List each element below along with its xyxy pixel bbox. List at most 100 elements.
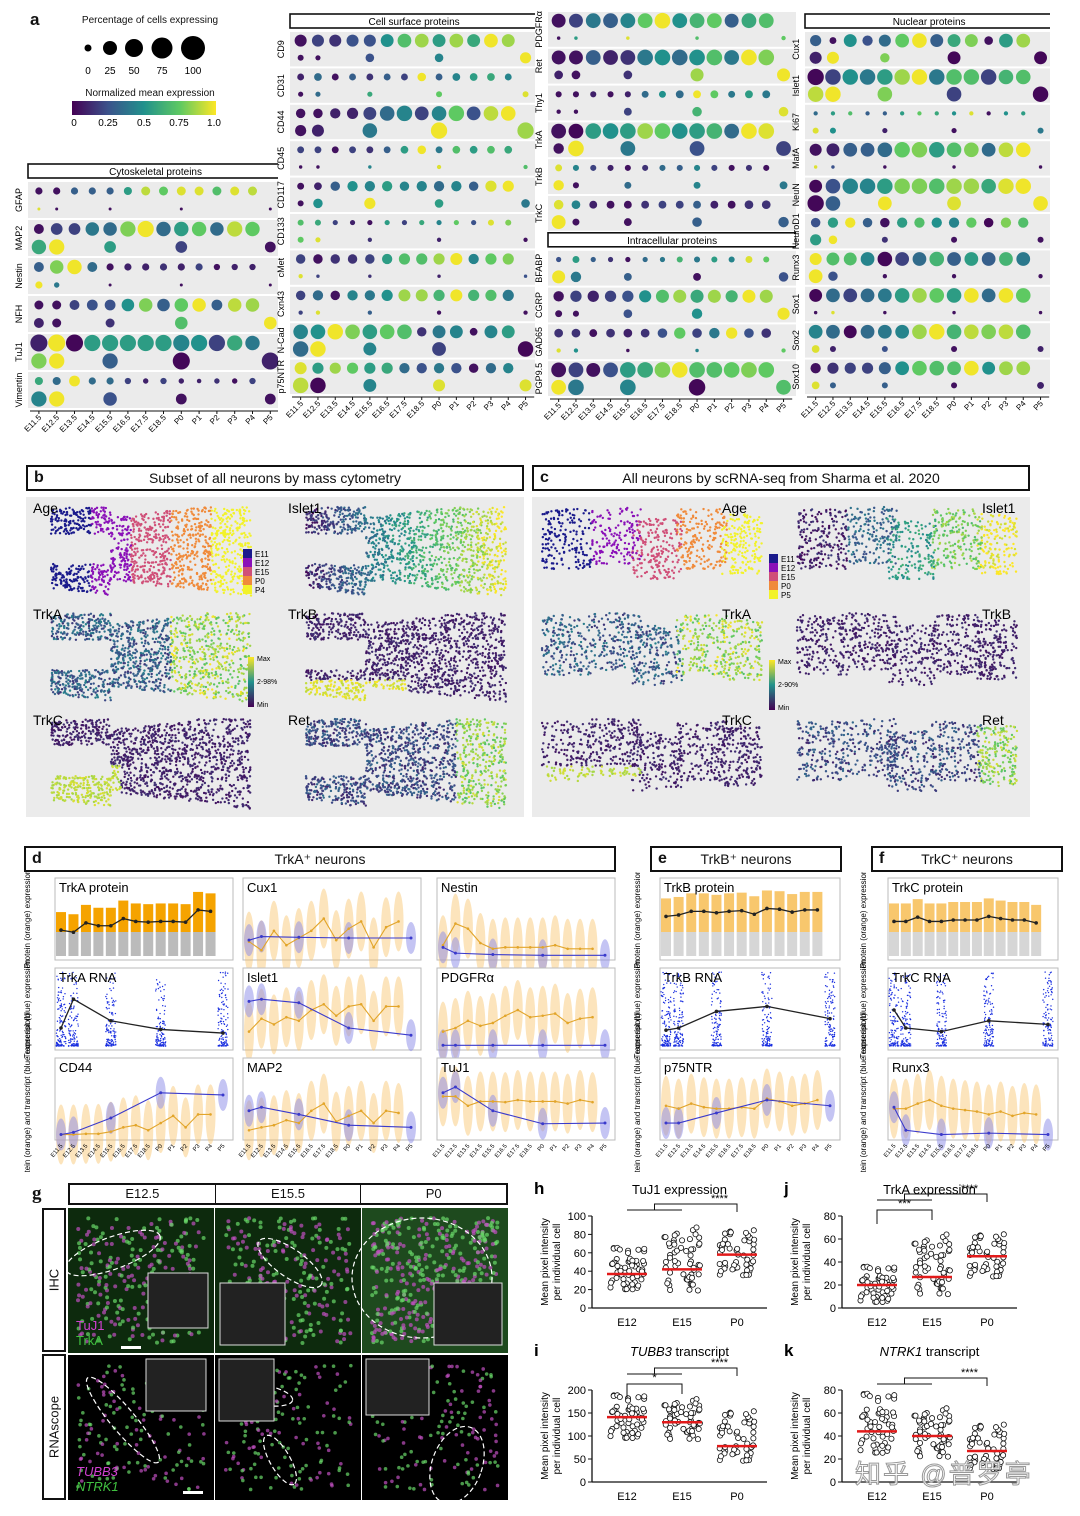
cell-point <box>235 628 238 632</box>
cell-point <box>377 548 381 551</box>
dot-protein <box>620 50 636 65</box>
cell-point <box>406 574 410 578</box>
cell-point <box>55 624 59 627</box>
dot-rna <box>368 274 372 278</box>
cell-point <box>200 658 203 661</box>
dot-protein <box>383 73 391 81</box>
cell-point <box>77 615 81 618</box>
cell-point <box>96 520 100 523</box>
cell-point <box>223 550 226 554</box>
cell-point <box>227 669 230 672</box>
cell-point <box>477 541 480 545</box>
cell-point <box>421 566 424 569</box>
cell-point <box>486 522 490 525</box>
cell-point <box>214 536 217 540</box>
cell-point <box>317 517 320 520</box>
cell-point <box>479 531 483 535</box>
cell-point <box>497 575 500 578</box>
cell-point <box>340 584 344 587</box>
marker-row-bg <box>805 104 1050 140</box>
cell-point <box>424 535 427 539</box>
cell-point <box>213 633 216 636</box>
cell-point <box>89 682 93 686</box>
dot-protein <box>86 299 98 311</box>
cell-point <box>350 529 354 532</box>
dot-protein <box>860 142 875 157</box>
cell-point <box>173 576 177 579</box>
cell-point <box>214 554 217 557</box>
cell-point <box>178 569 182 572</box>
cell-point <box>214 670 218 674</box>
cell-point <box>504 580 507 583</box>
cell-point <box>64 684 68 687</box>
cell-point <box>190 568 193 571</box>
cell-point <box>461 543 464 547</box>
dot-protein <box>689 13 705 29</box>
dot-protein <box>211 299 223 311</box>
cell-point <box>95 506 99 509</box>
dot-protein <box>607 91 614 98</box>
cell-point <box>166 549 169 552</box>
dot-protein <box>312 290 324 301</box>
cell-point <box>206 681 210 684</box>
x-tick-label: E13.5 <box>577 401 599 423</box>
cell-point <box>454 582 457 586</box>
dot-protein <box>396 105 413 122</box>
cell-point <box>230 524 233 527</box>
cell-point <box>164 658 167 661</box>
cell-point <box>158 552 162 556</box>
dot-rna <box>172 352 190 370</box>
dot-protein <box>231 263 238 271</box>
marker-row-bg <box>28 182 278 218</box>
cell-point <box>207 635 210 639</box>
cell-point <box>145 676 149 680</box>
cell-point <box>442 545 445 549</box>
cell-point <box>217 574 220 577</box>
cell-point <box>78 510 81 514</box>
cell-point <box>229 561 232 564</box>
cell-point <box>411 555 414 558</box>
cell-point <box>376 532 379 536</box>
cell-point <box>90 517 93 520</box>
cell-point <box>167 656 170 659</box>
cell-point <box>148 680 151 683</box>
dot-protein <box>946 288 962 303</box>
cell-point <box>172 618 176 621</box>
cell-point <box>144 580 148 583</box>
cell-point <box>226 515 230 519</box>
marker-row-bg <box>548 48 796 84</box>
cell-point <box>440 561 444 564</box>
cell-point <box>108 690 111 693</box>
dot-rna <box>778 106 789 117</box>
cell-point <box>92 631 95 635</box>
cell-point <box>367 571 370 574</box>
x-tick-label: E17.5 <box>388 399 410 421</box>
cell-point <box>388 569 392 573</box>
cell-point <box>236 581 239 585</box>
marker-row-bg <box>805 250 1050 285</box>
dot-protein <box>998 69 1014 85</box>
cell-point <box>190 510 193 513</box>
cell-point <box>425 509 428 513</box>
dot-protein <box>417 72 427 82</box>
cell-point <box>237 668 240 671</box>
cell-point <box>179 581 183 585</box>
cell-point <box>183 515 187 518</box>
cell-point <box>435 543 438 546</box>
cell-point <box>84 630 88 634</box>
cell-point <box>98 575 101 579</box>
cell-point <box>407 544 411 547</box>
dot-protein <box>758 13 774 29</box>
cell-point <box>359 524 362 528</box>
cell-point <box>151 665 154 668</box>
cell-point <box>73 522 77 525</box>
cell-point <box>218 518 222 521</box>
dot-rna <box>813 165 818 169</box>
cell-point <box>238 511 242 514</box>
cell-point <box>403 517 407 520</box>
cell-point <box>173 632 176 636</box>
dot-protein <box>362 324 378 340</box>
cell-point <box>217 516 221 519</box>
cell-point <box>206 542 210 545</box>
cell-point <box>457 512 460 516</box>
